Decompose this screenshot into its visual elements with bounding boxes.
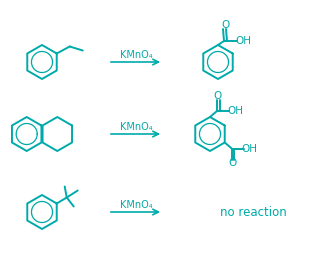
Text: OH: OH [235,36,251,46]
Text: OH: OH [242,143,258,154]
Text: O: O [214,91,222,101]
Text: KMnO₄: KMnO₄ [120,200,152,210]
Text: O: O [229,159,237,168]
Text: KMnO₄: KMnO₄ [120,50,152,60]
Text: OH: OH [227,106,243,116]
Text: KMnO₄: KMnO₄ [120,122,152,132]
Text: O: O [221,20,229,30]
Text: no reaction: no reaction [220,206,287,218]
